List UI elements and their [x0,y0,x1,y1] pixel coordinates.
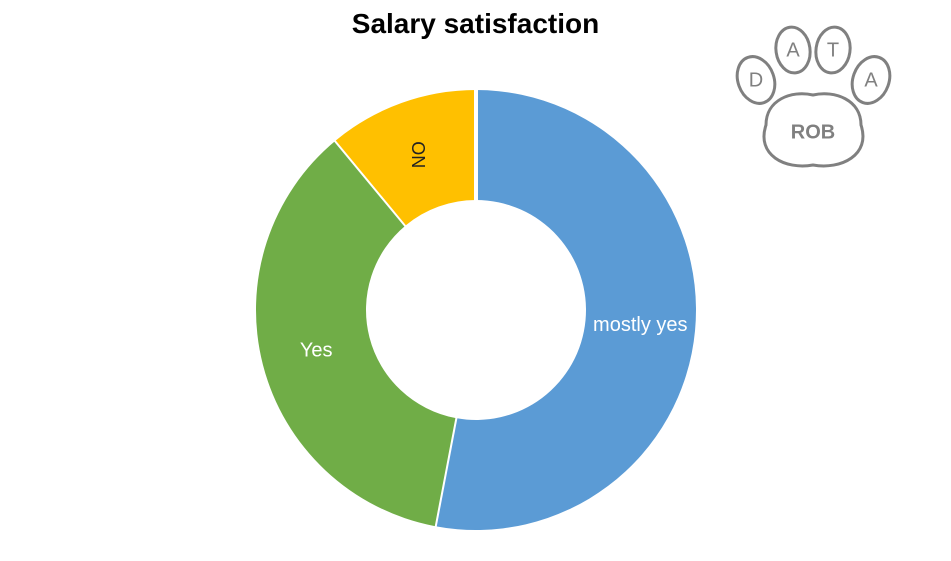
slice-label: mostly yes [593,314,687,336]
datarob-logo-icon: D A T A ROB [721,20,911,180]
logo-toe-letter: D [749,69,763,91]
logo-toe-letter: A [864,69,878,91]
slice-label: Yes [300,339,333,361]
stage: Salary satisfaction mostly yesYesNO DATA… [0,0,951,561]
logo-toe-letter: A [786,39,800,61]
logo-main-text: ROB [791,121,835,143]
slice-label: NO [409,141,429,168]
logo-toe-letter: T [827,39,839,61]
